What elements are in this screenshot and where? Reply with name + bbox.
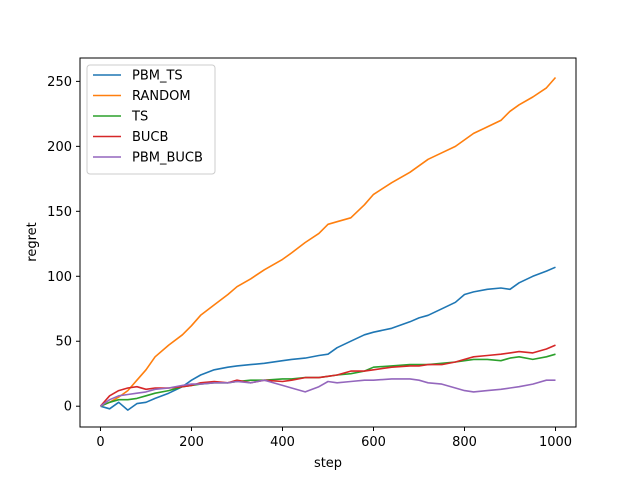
legend-label-random: RANDOM xyxy=(132,89,191,104)
x-tick-label: 600 xyxy=(361,435,386,450)
legend-label-pbm-ts: PBM_TS xyxy=(132,69,183,84)
y-axis: 0 50 100 150 200 250 xyxy=(47,75,80,415)
y-axis-label: regret xyxy=(25,222,40,261)
x-tick-label: 200 xyxy=(179,435,204,450)
series-layer xyxy=(99,76,557,411)
y-tick-label: 100 xyxy=(47,270,72,285)
series-line-pbm-ts xyxy=(100,266,556,411)
legend-label-ts: TS xyxy=(131,110,148,125)
x-tick-label: 400 xyxy=(270,435,295,450)
series-line-pbm-bucb xyxy=(100,378,556,407)
x-tick-label: 0 xyxy=(96,435,104,450)
plot-frame xyxy=(79,57,577,428)
x-tick-label: 800 xyxy=(452,435,477,450)
x-tick-label: 1000 xyxy=(539,435,572,450)
legend: PBM_TS RANDOM TS BUCB PBM_BUCB xyxy=(86,64,216,175)
series-line-random xyxy=(100,76,557,407)
x-axis: 0 200 400 600 800 1000 xyxy=(96,427,572,450)
y-tick-label: 0 xyxy=(64,400,72,415)
y-tick-label: 150 xyxy=(47,205,72,220)
y-tick-label: 50 xyxy=(55,335,72,350)
x-axis-label: step xyxy=(314,456,342,471)
legend-box xyxy=(86,64,216,175)
y-tick-label: 250 xyxy=(47,75,72,90)
y-tick-label: 200 xyxy=(47,140,72,155)
legend-label-pbm-bucb: PBM_BUCB xyxy=(132,151,203,166)
legend-label-bucb: BUCB xyxy=(132,130,168,145)
